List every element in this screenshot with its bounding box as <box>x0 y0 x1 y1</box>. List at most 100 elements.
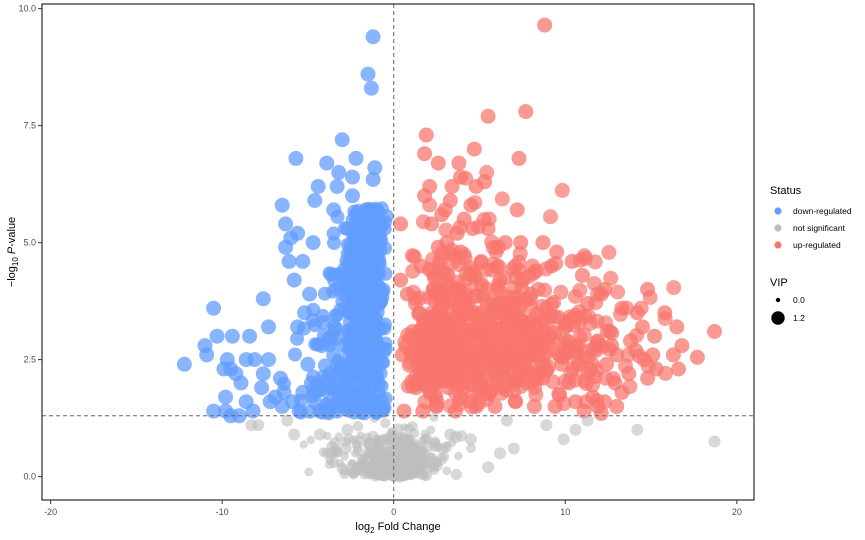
point-up-regulated <box>427 375 443 391</box>
point-not-significant <box>631 423 644 436</box>
point-not-significant <box>401 437 414 450</box>
point-down-regulated <box>273 370 288 386</box>
point-up-regulated <box>576 248 592 264</box>
point-not-significant <box>373 466 383 476</box>
point-up-regulated <box>689 349 705 365</box>
point-up-regulated <box>451 155 467 171</box>
point-up-regulated <box>609 398 625 414</box>
point-not-significant <box>341 423 354 436</box>
point-down-regulated <box>206 403 222 419</box>
point-not-significant <box>540 419 553 432</box>
point-up-regulated <box>671 361 686 377</box>
point-down-regulated <box>307 394 323 410</box>
point-down-regulated <box>334 132 350 148</box>
point-not-significant <box>420 433 433 446</box>
point-up-regulated <box>448 403 463 419</box>
point-not-significant <box>569 423 582 436</box>
point-up-regulated <box>444 338 460 354</box>
axes: -20 -10 0 10 20 0.0 2.5 5.0 7.5 10.0 log2 Fold Cha… <box>6 3 755 535</box>
point-not-significant <box>415 450 428 462</box>
point-up-regulated <box>417 146 433 162</box>
point-up-regulated <box>449 225 465 241</box>
point-up-regulated <box>544 258 560 274</box>
point-up-regulated <box>480 108 496 124</box>
point-down-regulated <box>302 286 318 302</box>
point-up-regulated <box>414 353 430 369</box>
point-up-regulated <box>468 288 484 304</box>
point-down-regulated <box>233 375 249 391</box>
point-down-regulated <box>261 319 276 335</box>
point-up-regulated <box>399 286 415 302</box>
point-down-regulated <box>326 284 340 299</box>
point-down-regulated <box>290 331 305 346</box>
point-down-regulated <box>218 389 234 405</box>
point-up-regulated <box>538 300 554 316</box>
point-up-regulated <box>393 272 409 288</box>
point-up-regulated <box>485 361 501 377</box>
point-not-significant <box>708 435 721 448</box>
point-not-significant <box>406 447 419 460</box>
point-down-regulated <box>327 236 341 250</box>
point-up-regulated <box>537 17 553 33</box>
point-up-regulated <box>396 403 412 419</box>
point-up-regulated <box>542 328 558 344</box>
point-up-regulated <box>526 398 542 414</box>
point-up-regulated <box>474 276 489 292</box>
point-down-regulated <box>247 352 263 368</box>
point-down-regulated <box>345 169 360 185</box>
point-down-regulated <box>288 150 304 166</box>
point-up-regulated <box>511 263 527 279</box>
point-down-regulated <box>365 29 381 45</box>
point-up-regulated <box>666 280 682 296</box>
point-up-regulated <box>520 375 535 391</box>
point-up-regulated <box>466 141 482 157</box>
point-down-regulated <box>338 398 354 414</box>
point-not-significant <box>428 456 441 469</box>
point-up-regulated <box>482 314 498 330</box>
point-not-significant <box>299 440 308 449</box>
point-down-regulated <box>326 347 342 363</box>
point-down-regulated <box>206 300 222 316</box>
point-down-regulated <box>344 224 359 239</box>
x-tick-label: 10 <box>560 507 570 517</box>
point-up-regulated <box>635 319 650 335</box>
point-up-regulated <box>543 209 558 225</box>
point-up-regulated <box>468 398 484 414</box>
point-not-significant <box>245 419 258 432</box>
point-not-significant <box>288 428 301 441</box>
point-down-regulated <box>319 155 335 171</box>
point-up-regulated <box>468 179 484 194</box>
point-up-regulated <box>609 347 625 363</box>
point-not-significant <box>380 418 391 429</box>
point-not-significant <box>444 428 457 441</box>
point-down-regulated <box>285 394 300 410</box>
point-not-significant <box>482 461 495 474</box>
point-up-regulated <box>425 281 441 297</box>
point-not-significant <box>306 435 316 445</box>
point-up-regulated <box>480 221 496 237</box>
point-up-regulated <box>571 356 587 372</box>
point-not-significant <box>379 433 392 446</box>
point-not-significant <box>557 433 570 446</box>
point-up-regulated <box>518 104 534 120</box>
point-up-regulated <box>437 277 453 293</box>
point-down-regulated <box>295 253 311 269</box>
point-up-regulated <box>417 188 433 204</box>
point-not-significant <box>450 468 462 480</box>
point-down-regulated <box>255 291 271 307</box>
point-not-significant <box>420 469 432 482</box>
point-up-regulated <box>487 398 503 414</box>
point-down-regulated <box>362 232 377 247</box>
legend-status-label: not significant <box>793 223 846 233</box>
point-up-regulated <box>539 314 555 330</box>
point-down-regulated <box>329 321 344 336</box>
point-up-regulated <box>453 244 469 260</box>
point-not-significant <box>304 467 314 477</box>
point-not-significant <box>356 453 367 464</box>
point-down-regulated <box>209 328 225 344</box>
point-up-regulated <box>564 253 580 269</box>
point-not-significant <box>391 465 404 478</box>
point-up-regulated <box>475 380 491 396</box>
point-down-regulated <box>361 260 376 275</box>
data-points <box>176 17 722 483</box>
